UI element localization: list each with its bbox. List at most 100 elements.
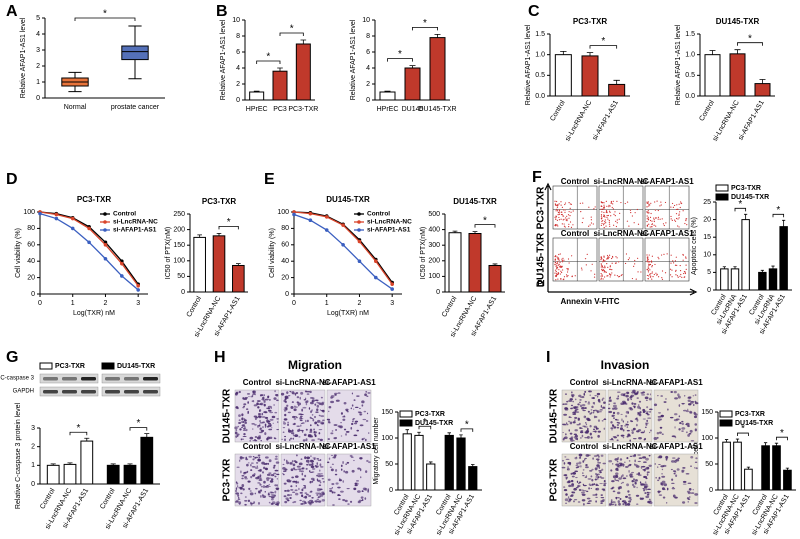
event-dot	[600, 278, 602, 280]
event-dot	[601, 220, 603, 222]
stained-cell	[315, 465, 319, 468]
blot-band	[124, 390, 139, 394]
stained-cell	[257, 482, 261, 484]
stained-cell	[657, 479, 660, 482]
stained-cell	[610, 499, 613, 502]
stained-cell	[646, 406, 649, 409]
stained-cell	[237, 425, 239, 428]
stained-cell	[252, 390, 255, 393]
event-dot	[558, 259, 560, 261]
error-bar	[236, 263, 241, 266]
stained-cell	[592, 494, 597, 496]
stained-cell	[569, 498, 573, 500]
y-tick-label: 0.5	[685, 72, 695, 79]
stained-cell	[593, 455, 598, 457]
event-dot	[649, 219, 652, 222]
stained-cell	[345, 470, 349, 474]
event-dot	[558, 210, 560, 212]
y-tick-label: 400	[428, 226, 440, 233]
stained-cell	[562, 403, 565, 406]
stained-cell	[603, 401, 606, 404]
stained-cell	[584, 457, 587, 460]
event-dot	[608, 254, 611, 256]
event-dot	[581, 221, 583, 224]
panel-letter: E	[264, 171, 275, 188]
stained-cell	[603, 418, 607, 420]
stained-cell	[298, 436, 301, 438]
bar	[761, 445, 770, 491]
stained-cell	[579, 404, 583, 408]
event-dot	[607, 256, 609, 258]
y-tick-label: 0	[31, 481, 35, 488]
bar	[80, 440, 94, 485]
event-dot	[568, 262, 570, 264]
event-dot	[679, 211, 681, 213]
event-dot	[560, 204, 562, 206]
stained-cell	[581, 499, 586, 502]
error-bar	[472, 231, 478, 234]
event-dot	[561, 206, 564, 208]
event-dot	[685, 257, 687, 259]
flow-plot	[598, 185, 644, 230]
stained-cell	[237, 494, 240, 497]
legend-label: DU145-TXR	[731, 194, 769, 201]
stained-cell	[629, 420, 633, 422]
stained-cell	[238, 390, 241, 394]
stained-cell	[297, 481, 300, 484]
stained-cell	[283, 422, 287, 425]
stained-cell	[294, 489, 298, 492]
event-dot	[613, 213, 615, 215]
stained-cell	[570, 393, 575, 397]
stained-cell	[570, 436, 574, 438]
stained-cell	[576, 462, 579, 465]
stained-cell	[657, 466, 659, 468]
event-dot	[682, 259, 684, 261]
y-tick-label: 4	[236, 65, 240, 72]
error-bar	[197, 234, 202, 238]
stained-cell	[296, 465, 301, 468]
stained-cell	[317, 495, 321, 498]
y-axis-label: Apoptotic cells (%)	[691, 217, 698, 275]
stained-cell	[351, 422, 354, 426]
stained-cell	[354, 420, 359, 423]
stained-cell	[286, 461, 290, 465]
stained-cell	[659, 426, 663, 429]
stained-cell	[640, 392, 644, 394]
event-dot	[607, 214, 609, 217]
event-dot	[682, 253, 684, 256]
stained-cell	[243, 403, 247, 406]
bar	[608, 83, 626, 97]
x-tick-label: 0	[38, 300, 42, 307]
legend-swatch	[39, 362, 53, 370]
x-tick-label: 1	[325, 300, 329, 307]
stained-cell	[612, 407, 615, 410]
stained-cell	[358, 412, 363, 414]
stained-cell	[586, 497, 591, 500]
bar	[429, 37, 446, 101]
legend-label: PC3-TXR	[735, 411, 765, 418]
stained-cell	[236, 482, 239, 485]
stained-cell	[587, 454, 591, 456]
stained-cell	[630, 399, 633, 401]
legend-marker	[103, 220, 107, 224]
stained-cell	[347, 503, 350, 505]
y-tick-label: 20	[27, 274, 35, 281]
event-dot	[646, 220, 648, 223]
event-dot	[569, 203, 571, 205]
stained-cell	[246, 392, 251, 395]
bar	[783, 469, 792, 491]
legend-label: DU145-TXR	[735, 420, 773, 427]
point	[136, 288, 140, 292]
event-dot	[603, 202, 605, 204]
stained-cell	[687, 501, 689, 503]
event-dot	[664, 201, 667, 204]
stained-cell	[661, 473, 663, 475]
stained-cell	[314, 423, 317, 425]
stained-cell	[264, 467, 268, 470]
stained-cell	[235, 489, 237, 493]
event-dot	[640, 271, 642, 273]
y-tick-label: 50	[385, 461, 393, 468]
stained-cell	[678, 404, 681, 407]
stained-cell	[254, 423, 257, 426]
stained-cell	[590, 411, 593, 415]
